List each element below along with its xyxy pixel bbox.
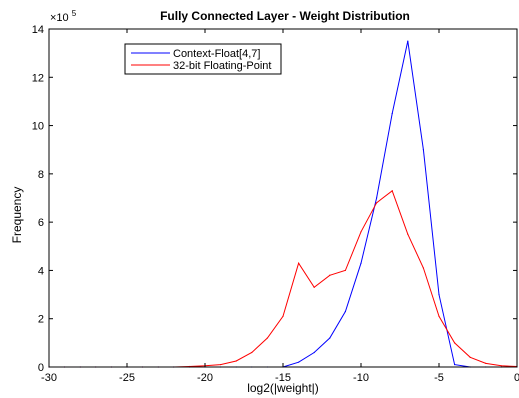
series-point <box>313 286 315 288</box>
x-tick-label: -10 <box>353 372 369 384</box>
series-point <box>360 231 362 233</box>
series-point <box>391 190 393 192</box>
series-point <box>298 262 300 264</box>
series-point <box>438 293 440 296</box>
legend-box <box>124 43 282 75</box>
x-tick-label: -30 <box>41 372 57 384</box>
chart-title: Fully Connected Layer - Weight Distribut… <box>160 9 410 23</box>
y-tick-label: 8 <box>38 169 44 181</box>
x-axis-label: log2(|weight|) <box>247 381 319 395</box>
y-tick-label: 14 <box>32 24 44 36</box>
x-tick-label: -20 <box>197 372 213 384</box>
series-point <box>344 269 346 272</box>
y-axis-label: Frequency <box>10 187 24 244</box>
x-tick-label: -25 <box>119 372 135 384</box>
series-point <box>235 360 237 362</box>
legend-label: Context-Float[4,7] <box>173 48 260 60</box>
series-point <box>329 274 331 276</box>
y-axis-multiplier: ×10 5 <box>50 9 77 24</box>
legend: Context-Float[4,7]32-bit Floating-Point <box>124 43 282 75</box>
series-point <box>376 202 378 204</box>
y-axis-multiplier-base: ×10 <box>50 12 69 24</box>
series-point <box>485 362 487 364</box>
series-point <box>438 315 440 317</box>
x-tick-label: -5 <box>434 372 444 384</box>
y-tick-label: 12 <box>32 72 44 84</box>
series-line-floating-point <box>49 189 518 368</box>
series-point <box>454 342 456 344</box>
y-axis-multiplier-exponent: 5 <box>72 9 77 18</box>
series-point <box>422 149 424 151</box>
series-point <box>422 267 424 269</box>
y-tick-label: 10 <box>32 121 44 133</box>
x-tick-label: -15 <box>275 372 291 384</box>
x-axis-ticks: -30 -25 -20 -15 -10 -5 0 <box>41 29 519 384</box>
y-tick-label: 0 <box>38 362 44 374</box>
series-point <box>469 356 471 358</box>
y-tick-label: 2 <box>38 314 44 326</box>
series-point <box>298 361 300 363</box>
y-tick-label: 4 <box>38 265 44 277</box>
series-point <box>344 310 346 313</box>
y-tick-label: 6 <box>38 217 44 229</box>
x-tick-label: 0 <box>514 372 519 384</box>
series-point <box>220 363 222 366</box>
series-point <box>251 351 253 354</box>
plot-layer <box>48 40 518 368</box>
series-point <box>282 315 284 317</box>
y-axis-ticks: 0 2 4 6 8 10 12 14 <box>32 24 517 374</box>
series-point <box>266 337 268 339</box>
series-line-context-float <box>49 40 517 368</box>
series-point <box>313 351 315 354</box>
series-point <box>407 40 409 42</box>
series-point <box>360 262 362 264</box>
series-point <box>376 197 378 199</box>
series-point <box>500 365 502 367</box>
series-point <box>407 233 409 235</box>
legend-label: 32-bit Floating-Point <box>173 60 271 72</box>
series-point <box>329 337 331 339</box>
series-point <box>454 363 456 366</box>
series-point <box>391 112 393 115</box>
